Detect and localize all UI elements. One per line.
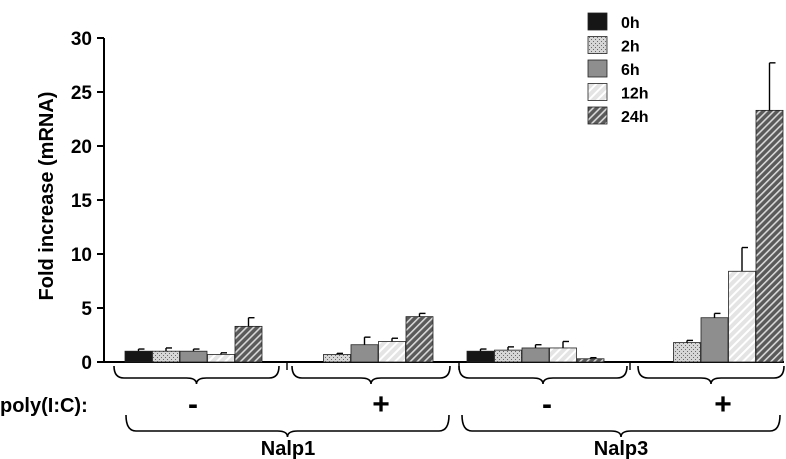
y-tick-label: 15 <box>71 191 93 212</box>
legend-swatch-6h <box>587 59 608 78</box>
bar-12h-group-1 <box>207 354 235 363</box>
y-tick-label: 5 <box>81 299 92 320</box>
bar-24h-group-2 <box>405 316 434 363</box>
bar-24h-group-4 <box>755 109 784 363</box>
legend-swatch-0h <box>587 12 608 31</box>
poly-ic-row-label: poly(I:C): <box>0 395 88 417</box>
bar-2h-group-2 <box>323 354 351 363</box>
y-tick-label: 0 <box>81 353 92 374</box>
treatment-brace-2 <box>291 365 451 385</box>
y-axis-label: Fold increase (mRNA) <box>36 92 58 301</box>
bar-12h-group-2 <box>378 341 406 363</box>
gene-brace-nalp1 <box>125 414 450 438</box>
treatment-brace-4 <box>637 365 785 385</box>
bar-6h-group-4 <box>700 317 729 363</box>
treatment-sign-2: + <box>372 388 390 421</box>
treatment-brace-3 <box>458 365 628 385</box>
bar-0h-group-1 <box>124 350 153 363</box>
y-tick-label: 10 <box>71 245 92 266</box>
gene-brace-nalp3 <box>461 414 781 438</box>
bar-2h-group-4 <box>673 342 701 363</box>
bar-24h-group-1 <box>234 325 263 363</box>
bar-2h-group-1 <box>152 350 180 363</box>
bar-6h-group-2 <box>350 344 379 363</box>
bar-0h-group-3 <box>466 350 495 363</box>
legend-label-24h: 24h <box>621 109 649 126</box>
bar-6h-group-3 <box>521 347 550 363</box>
bar-12h-group-4 <box>728 270 756 363</box>
legend-swatch-24h <box>587 106 608 125</box>
treatment-sign-4: + <box>714 388 732 421</box>
bar-12h-group-3 <box>549 347 577 363</box>
gene-label-nalp1: Nalp1 <box>261 438 315 459</box>
treatment-sign-1: - <box>188 388 198 421</box>
y-tick-label: 30 <box>71 29 92 50</box>
legend-label-2h: 2h <box>621 39 640 56</box>
legend-swatch-12h <box>587 83 608 101</box>
bar-6h-group-1 <box>179 350 208 363</box>
legend-label-0h: 0h <box>621 15 640 32</box>
legend-swatch-2h <box>587 36 608 54</box>
bar-2h-group-3 <box>494 349 522 363</box>
treatment-brace-1 <box>113 365 280 385</box>
y-tick-label: 20 <box>71 137 92 158</box>
bar-24h-group-3 <box>576 358 605 363</box>
y-tick-label: 25 <box>71 83 93 104</box>
legend-label-12h: 12h <box>621 86 649 103</box>
legend-label-6h: 6h <box>621 62 640 79</box>
gene-label-nalp3: Nalp3 <box>594 438 648 459</box>
treatment-sign-3: - <box>542 388 552 421</box>
